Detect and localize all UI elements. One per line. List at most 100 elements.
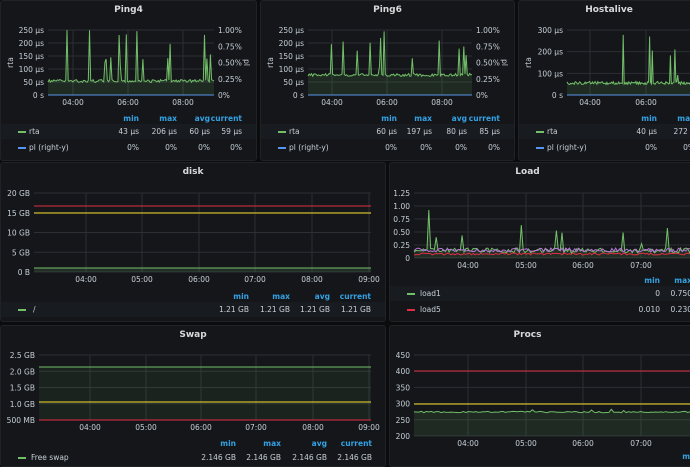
- y-tick-label: 20 GB: [7, 189, 30, 198]
- panel-title[interactable]: disk: [182, 167, 204, 177]
- x-tick-label: 06:00: [572, 261, 594, 270]
- value-min: 40 µs: [636, 127, 657, 136]
- series-swatch: [278, 147, 286, 149]
- legend-header-avg[interactable]: avg: [311, 439, 327, 448]
- series-name[interactable]: rta: [289, 127, 300, 136]
- legend-row-pl[interactable]: pl (right-y) 0% 0% 0% 0%: [261, 140, 514, 155]
- value-max: 2.146 GB: [246, 453, 281, 462]
- ping4-panel[interactable]: Ping4 250 µs 200 µs 150 µs 100 µs 50 µs 0 s 04…: [0, 0, 257, 161]
- legend-row-rta[interactable]: rta 60 µs 197 µs 80 µs 85 µs: [261, 124, 514, 139]
- x-tick-label: 04:00: [457, 261, 479, 270]
- procs-panel[interactable]: Procs 450 400 350 300 250 200 04:00 05:00 06:00 0…: [389, 325, 690, 467]
- series-name[interactable]: load5: [420, 305, 441, 314]
- legend-header-avg[interactable]: avg: [314, 292, 330, 301]
- legend-header-min[interactable]: min: [123, 114, 139, 123]
- series-swatch: [407, 293, 415, 295]
- legend-header-max[interactable]: max: [272, 292, 290, 301]
- legend-header-min[interactable]: min: [641, 114, 657, 123]
- load-panel[interactable]: Load 1.25 1.00 0.75 0.50 0.25 0 04:00 05:00 06:0…: [389, 162, 690, 322]
- y-tick-label: 0 B: [18, 268, 30, 277]
- y-axis-label: rta: [266, 57, 275, 68]
- ping6-panel[interactable]: Ping6 250 µs 200 µs 150 µs 100 µs 50 µs 0 s 04…: [260, 0, 515, 161]
- value-min: 0%: [127, 143, 139, 152]
- series-name[interactable]: /: [33, 305, 36, 314]
- series-name[interactable]: rta: [547, 127, 558, 136]
- legend-header-avg[interactable]: avg: [194, 114, 210, 123]
- panel-title[interactable]: Ping4: [114, 5, 143, 15]
- legend-header-max[interactable]: max: [677, 114, 690, 123]
- swap-panel[interactable]: Swap 2.5 GB 2.0 GB 1.5 GB 1.0 GB 500 MB 04:00…: [0, 325, 386, 467]
- y-tick-label: 200 µs: [19, 39, 44, 48]
- series-name[interactable]: pl (right-y): [29, 143, 69, 152]
- series-name[interactable]: pl (right-y): [547, 143, 587, 152]
- x-tick-label: 07:00: [245, 423, 267, 432]
- swap-graph[interactable]: 2.5 GB 2.0 GB 1.5 GB 1.0 GB 500 MB 04:00 05:00…: [1, 326, 385, 441]
- legend-row-load1[interactable]: load1 0 0.750: [390, 286, 690, 301]
- x-tick-label: 08:00: [431, 98, 453, 107]
- legend-header-current[interactable]: current: [468, 114, 500, 123]
- legend-header-min[interactable]: min: [644, 276, 660, 285]
- panel-title[interactable]: Load: [515, 167, 540, 177]
- legend-row-pl[interactable]: pl (right-y) 0% 0% 0% 0%: [1, 140, 256, 155]
- value-avg: 60 µs: [189, 127, 210, 136]
- x-tick-label: 04:00: [457, 439, 479, 448]
- legend-row-pl[interactable]: pl (right-y) 0% 0%: [519, 140, 690, 155]
- panel-title[interactable]: Procs: [513, 330, 542, 340]
- disk-graph[interactable]: 20 GB 15 GB 10 GB 5 GB 0 B 04:00 05:00 06:00 07:…: [1, 163, 385, 289]
- x-tick-label: 05:00: [515, 439, 537, 448]
- y-tick-label: 1.25: [393, 189, 410, 198]
- legend-header-max[interactable]: max: [414, 114, 432, 123]
- series-name[interactable]: Free swap: [31, 453, 69, 462]
- y2-tick-label: 0%: [476, 91, 488, 100]
- series-name[interactable]: pl (right-y): [289, 143, 329, 152]
- series-name[interactable]: rta: [29, 127, 40, 136]
- legend-row-free-swap[interactable]: Free swap 2.146 GB 2.146 GB 2.146 GB 2.1…: [1, 450, 385, 465]
- y-tick-label: 200 µs: [279, 39, 304, 48]
- legend-row-root[interactable]: / 1.21 GB 1.21 GB 1.21 GB 1.21 GB: [1, 302, 385, 317]
- y-tick-label: 50 µs: [23, 78, 44, 87]
- legend-header-min[interactable]: min: [220, 439, 236, 448]
- y-tick-label: 1.0 GB: [10, 400, 35, 409]
- load-graph[interactable]: 1.25 1.00 0.75 0.50 0.25 0 04:00 05:00 06:00 07:0…: [390, 163, 690, 275]
- x-tick-label: 07:00: [630, 439, 652, 448]
- panel-title[interactable]: Ping6: [373, 5, 402, 15]
- value-max: 197 µs: [406, 127, 432, 136]
- legend-row-load5[interactable]: load5 0.010 0.230: [390, 302, 690, 317]
- y-tick-label: 0 s: [293, 91, 304, 100]
- series-rta: [566, 34, 690, 86]
- value-avg: 0%: [455, 143, 467, 152]
- legend-header-current[interactable]: current: [340, 439, 372, 448]
- value-min: 43 µs: [118, 127, 139, 136]
- y2-axis-label: pl: [500, 59, 509, 66]
- value-max: 0.230: [670, 305, 690, 314]
- panel-title[interactable]: Hostalive: [585, 5, 633, 15]
- legend-header-current[interactable]: current: [210, 114, 242, 123]
- legend-header-avg[interactable]: avg: [451, 114, 467, 123]
- legend-header-max[interactable]: max: [159, 114, 177, 123]
- procs-graph[interactable]: 450 400 350 300 250 200 04:00 05:00 06:00 07:00: [390, 326, 690, 448]
- x-tick-label: 04:00: [579, 98, 601, 107]
- value-min: 1.21 GB: [218, 305, 249, 314]
- y-tick-label: 250 µs: [19, 26, 44, 35]
- y2-tick-label: 0.25%: [476, 75, 500, 84]
- legend-row-rta[interactable]: rta 43 µs 206 µs 60 µs 59 µs: [1, 124, 256, 139]
- legend-header-min[interactable]: min: [381, 114, 397, 123]
- panel-title[interactable]: Swap: [179, 330, 207, 340]
- hostalive-panel[interactable]: Hostalive 300 µs 200 µs 100 µs 0 s 04:00 06:0…: [518, 0, 690, 161]
- ping6-graph[interactable]: 250 µs 200 µs 150 µs 100 µs 50 µs 0 s 04:00 06:…: [261, 1, 514, 111]
- y-tick-label: 150 µs: [279, 52, 304, 61]
- legend-header-min[interactable]: min: [233, 292, 249, 301]
- value-min: 0%: [645, 143, 657, 152]
- series-rta-fill: [308, 31, 472, 95]
- legend-header-max[interactable]: max: [674, 276, 690, 285]
- disk-panel[interactable]: disk 20 GB 15 GB 10 GB 5 GB 0 B 04:00 05:00 06:…: [0, 162, 386, 322]
- legend-header-current[interactable]: current: [339, 292, 371, 301]
- legend-header-max[interactable]: max: [263, 439, 281, 448]
- legend-row-rta[interactable]: rta 40 µs 272 µ: [519, 124, 690, 139]
- value-current: 85 µs: [479, 127, 500, 136]
- x-tick-label: 05:00: [131, 275, 153, 284]
- series-swatch: [18, 457, 26, 459]
- series-name[interactable]: load1: [420, 289, 441, 298]
- ping4-graph[interactable]: 250 µs 200 µs 150 µs 100 µs 50 µs 0 s 04:00 06:…: [1, 1, 256, 111]
- hostalive-graph[interactable]: 300 µs 200 µs 100 µs 0 s 04:00 06:00 rta: [519, 1, 690, 111]
